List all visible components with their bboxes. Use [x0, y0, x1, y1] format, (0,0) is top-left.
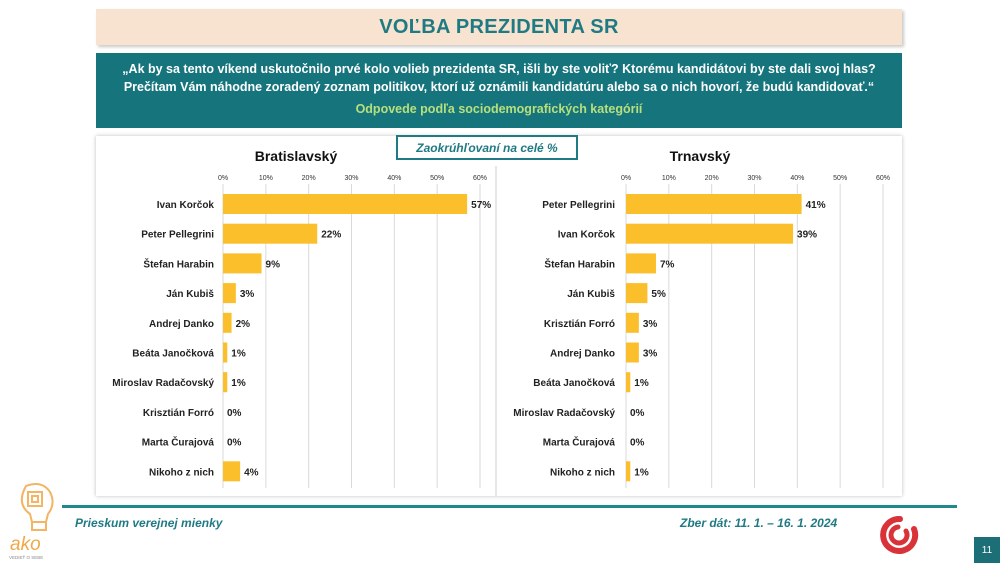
category-label: Peter Pellegrini — [141, 230, 214, 241]
category-label: Ivan Korčok — [157, 200, 215, 211]
value-label: 2% — [236, 319, 251, 330]
footer-dates: Zber dát: 11. 1. – 16. 1. 2024 — [680, 516, 838, 530]
category-label: Beáta Janočková — [533, 378, 615, 389]
bar — [626, 372, 631, 393]
category-label: Krisztián Forró — [143, 408, 214, 419]
bar — [223, 283, 236, 304]
tick-label: 30% — [747, 175, 761, 182]
question-box: „Ak by sa tento víkend uskutočnilo prvé … — [96, 53, 902, 128]
logo-text: ako — [10, 534, 41, 555]
value-label: 3% — [643, 349, 658, 360]
category-label: Ján Kubiš — [567, 289, 615, 300]
bar — [626, 194, 802, 214]
category-label: Nikoho z nich — [550, 467, 615, 478]
bar — [223, 372, 228, 393]
category-label: Beáta Janočková — [132, 349, 214, 360]
tick-label: 60% — [876, 175, 890, 182]
category-label: Ivan Korčok — [558, 230, 616, 241]
question-subtitle: Odpovede podľa sociodemografických kateg… — [355, 102, 643, 116]
tick-label: 60% — [473, 175, 487, 182]
logo-tagline: VEDIEŤ O SEBE — [9, 553, 43, 560]
rounding-note: Zaokrúhľovaní na celé % — [396, 135, 578, 160]
chart-title: Bratislavský — [255, 148, 338, 164]
value-label: 3% — [643, 319, 658, 330]
brand-ring-icon — [880, 515, 919, 554]
footer-divider — [62, 505, 957, 508]
tick-label: 10% — [259, 175, 273, 182]
value-label: 0% — [227, 408, 242, 419]
category-label: Andrej Danko — [550, 349, 615, 360]
tick-label: 50% — [833, 175, 847, 182]
bar — [626, 312, 639, 333]
value-label: 1% — [634, 378, 649, 389]
category-label: Marta Čurajová — [543, 436, 616, 449]
value-label: 1% — [231, 349, 246, 360]
value-label: 39% — [797, 230, 817, 241]
value-label: 0% — [630, 408, 645, 419]
charts-svg: Bratislavský 0% 10% 20% 30% 40% 50% 60% Ivan Kor… — [112, 148, 890, 496]
bar — [223, 312, 232, 333]
bar — [626, 461, 631, 482]
tick-label: 50% — [430, 175, 444, 182]
value-label: 9% — [266, 259, 281, 270]
tick-label: 10% — [662, 175, 676, 182]
bar — [223, 253, 262, 274]
ako-logo: ako VEDIEŤ O SEBE — [9, 483, 54, 560]
value-label: 0% — [630, 438, 645, 449]
bar — [223, 342, 228, 363]
category-label: Štefan Harabin — [544, 257, 615, 270]
value-label: 57% — [471, 200, 491, 211]
footer-survey: Prieskum verejnej mienky — [75, 516, 223, 530]
tick-label: 40% — [387, 175, 401, 182]
value-label: 7% — [660, 259, 675, 270]
value-label: 0% — [227, 438, 242, 449]
category-label: Andrej Danko — [149, 319, 214, 330]
question-line-1: „Ak by sa tento víkend uskutočnilo prvé … — [122, 62, 876, 76]
category-label: Marta Čurajová — [142, 436, 215, 449]
page-title: VOĽBA PREZIDENTA SR — [379, 15, 619, 38]
tick-label: 20% — [302, 175, 316, 182]
category-label: Nikoho z nich — [149, 467, 214, 478]
bar — [626, 342, 639, 363]
category-label: Miroslav Radačovský — [513, 408, 615, 419]
tick-label: 20% — [705, 175, 719, 182]
bar — [223, 461, 241, 482]
category-label: Ján Kubiš — [166, 289, 214, 300]
bar — [223, 194, 468, 214]
category-label: Miroslav Radačovský — [112, 378, 214, 389]
category-label: Peter Pellegrini — [542, 200, 615, 211]
value-label: 41% — [806, 200, 826, 211]
question-line-2: Prečítam Vám náhodne zoradený zoznam pol… — [123, 80, 875, 94]
value-label: 22% — [321, 230, 341, 241]
title-banner: VOĽBA PREZIDENTA SR — [96, 9, 902, 45]
category-label: Krisztián Forró — [544, 319, 615, 330]
tick-label: 0% — [621, 175, 631, 182]
bar — [223, 223, 318, 244]
tick-label: 30% — [344, 175, 358, 182]
bar — [626, 283, 648, 304]
tick-label: 40% — [790, 175, 804, 182]
value-label: 4% — [244, 467, 259, 478]
value-label: 1% — [634, 467, 649, 478]
value-label: 1% — [231, 378, 246, 389]
bar — [626, 253, 656, 274]
tick-label: 0% — [218, 175, 228, 182]
question-text: „Ak by sa tento víkend uskutočnilo prvé … — [96, 60, 902, 96]
value-label: 5% — [651, 289, 666, 300]
bar — [626, 223, 794, 244]
category-label: Štefan Harabin — [143, 257, 214, 270]
value-label: 3% — [240, 289, 255, 300]
chart-title: Trnavský — [670, 148, 731, 164]
chart-panel: Bratislavský 0% 10% 20% 30% 40% 50% 60% Ivan Kor… — [96, 136, 902, 496]
page-number: 11 — [974, 537, 1000, 563]
